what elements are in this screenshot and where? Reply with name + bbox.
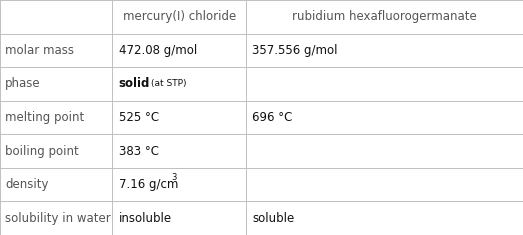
Text: boiling point: boiling point (5, 145, 79, 158)
Text: phase: phase (5, 77, 41, 90)
Text: solid: solid (119, 77, 150, 90)
Text: 383 °C: 383 °C (119, 145, 158, 158)
Text: 525 °C: 525 °C (119, 111, 159, 124)
Text: 3: 3 (171, 173, 176, 182)
Text: 472.08 g/mol: 472.08 g/mol (119, 44, 197, 57)
Text: melting point: melting point (5, 111, 85, 124)
Text: molar mass: molar mass (5, 44, 74, 57)
Text: 7.16 g/cm: 7.16 g/cm (119, 178, 178, 191)
Text: 357.556 g/mol: 357.556 g/mol (252, 44, 337, 57)
Text: solubility in water: solubility in water (5, 212, 111, 225)
Text: density: density (5, 178, 49, 191)
Text: rubidium hexafluorogermanate: rubidium hexafluorogermanate (292, 10, 477, 23)
Text: 696 °C: 696 °C (252, 111, 292, 124)
Text: (at STP): (at STP) (151, 79, 187, 88)
Text: mercury(I) chloride: mercury(I) chloride (122, 10, 236, 23)
Text: soluble: soluble (252, 212, 294, 225)
Text: insoluble: insoluble (119, 212, 172, 225)
